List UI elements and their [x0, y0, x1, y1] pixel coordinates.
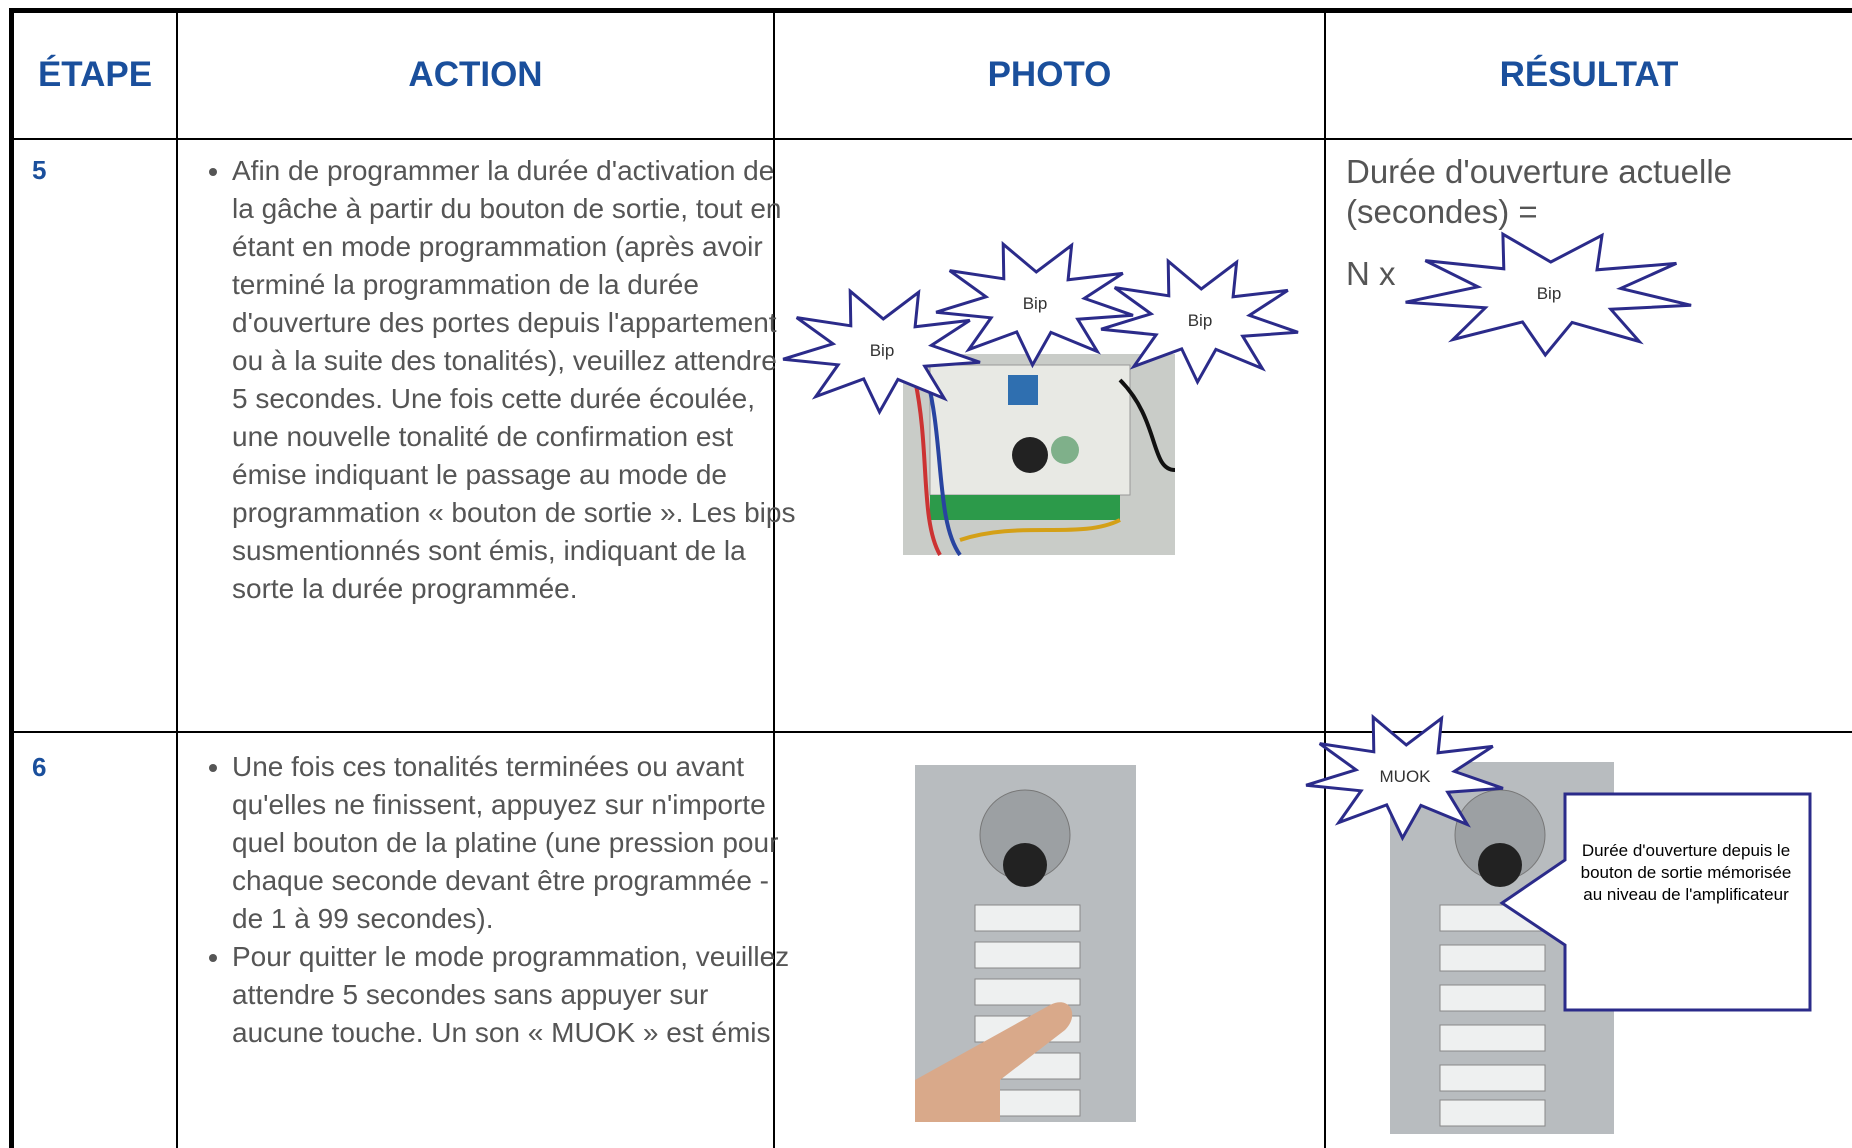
- photo-panel: [915, 765, 1136, 1122]
- action-list: Une fois ces tonalités terminées ou avan…: [196, 748, 797, 1052]
- action-item: Afin de programmer la durée d'activation…: [232, 152, 797, 608]
- burst-label: Bip: [870, 341, 895, 360]
- border: [9, 8, 1852, 13]
- result-text: Durée d'ouverture actuelle (secondes) =: [1346, 153, 1733, 230]
- action-item: Une fois ces tonalités terminées ou avan…: [232, 748, 797, 938]
- border: [9, 731, 1852, 733]
- burst-label: Bip: [1188, 311, 1213, 330]
- burst-label: MUOK: [1380, 767, 1432, 786]
- burst-label: Bip: [1023, 294, 1048, 313]
- border: [773, 8, 775, 1148]
- starburst: [935, 240, 1134, 369]
- callout: [1499, 792, 1812, 1012]
- step-number: 6: [32, 752, 47, 782]
- action-list: Afin de programmer la durée d'activation…: [196, 152, 797, 608]
- photo-amplifier: [903, 354, 1176, 557]
- callout-text: Durée d'ouverture depuis le bouton de so…: [1580, 841, 1792, 904]
- border: [9, 138, 1852, 140]
- starburst: [1305, 713, 1504, 842]
- border: [176, 8, 178, 1148]
- border: [1324, 8, 1326, 1148]
- border: [9, 8, 14, 1148]
- header-cell: ÉTAPE: [37, 54, 153, 94]
- header-cell: PHOTO: [987, 54, 1112, 94]
- header-cell: RÉSULTAT: [1499, 54, 1679, 94]
- starburst: [1405, 231, 1692, 358]
- header-cell: ACTION: [408, 54, 543, 94]
- result-prefix: N x: [1346, 255, 1396, 292]
- starburst: [1100, 257, 1299, 386]
- starburst: [782, 287, 981, 416]
- burst-label: Bip: [1537, 284, 1562, 303]
- action-item: Pour quitter le mode programmation, veui…: [232, 938, 797, 1052]
- step-number: 5: [32, 155, 47, 185]
